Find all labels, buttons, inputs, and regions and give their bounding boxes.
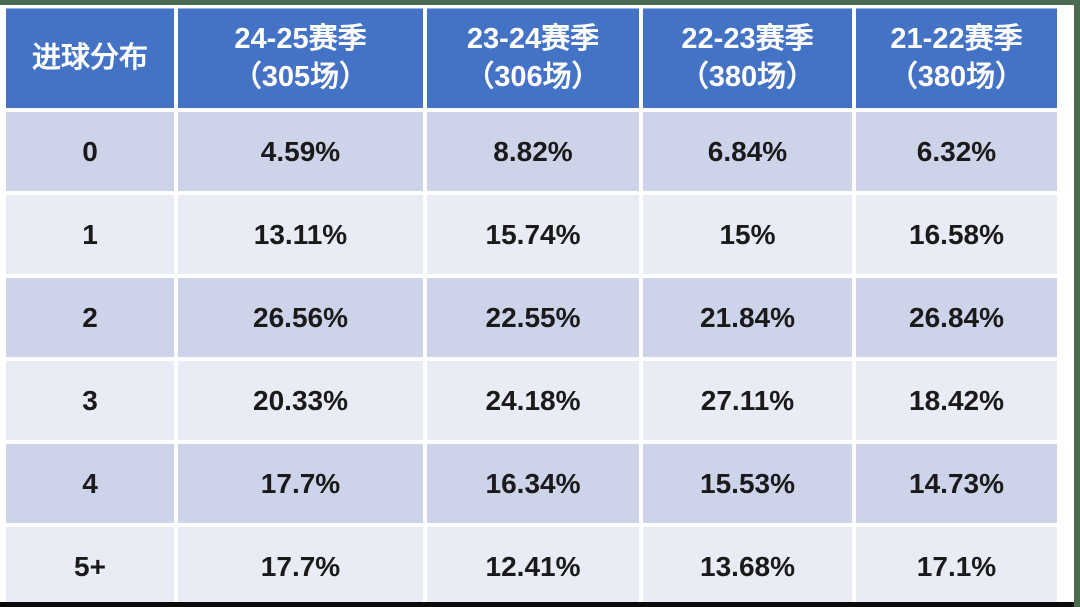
- match-count: （380场）: [888, 60, 1025, 93]
- season-label: 23-24赛季: [466, 23, 600, 56]
- cell-value: 15%: [643, 195, 852, 274]
- header-cell-season-21-22: 21-22赛季 （380场）: [856, 8, 1057, 108]
- cell-value: 17.7%: [178, 527, 423, 606]
- cell-value: 8.82%: [427, 112, 639, 191]
- header-cell-season-23-24: 23-24赛季 （306场）: [427, 8, 639, 108]
- cell-value: 22.55%: [427, 278, 639, 357]
- cell-value: 27.11%: [643, 361, 852, 440]
- cell-value: 26.84%: [856, 278, 1057, 357]
- season-label: 22-23赛季: [681, 23, 814, 56]
- goal-distribution-table: 进球分布 24-25赛季 （305场） 23-24赛季 （306场） 22-23…: [6, 8, 1057, 606]
- cell-value: 17.1%: [856, 527, 1057, 606]
- header-cell-season-24-25: 24-25赛季 （305场）: [178, 8, 423, 108]
- cell-value: 14.73%: [856, 444, 1057, 523]
- page-edge-bottom: [0, 602, 1074, 607]
- header-cell-goal-distribution: 进球分布: [6, 8, 174, 108]
- row-label: 4: [6, 444, 174, 523]
- header-cell-season-22-23: 22-23赛季 （380场）: [643, 8, 852, 108]
- cell-value: 15.74%: [427, 195, 639, 274]
- cell-value: 24.18%: [427, 361, 639, 440]
- row-label: 1: [6, 195, 174, 274]
- cell-value: 15.53%: [643, 444, 852, 523]
- cell-value: 12.41%: [427, 527, 639, 606]
- cell-value: 13.68%: [643, 527, 852, 606]
- cell-value: 17.7%: [178, 444, 423, 523]
- cell-value: 26.56%: [178, 278, 423, 357]
- table-grid: 进球分布 24-25赛季 （305场） 23-24赛季 （306场） 22-23…: [6, 8, 1057, 606]
- match-count: （305场）: [232, 60, 369, 93]
- match-count: （380场）: [679, 60, 816, 93]
- cell-value: 18.42%: [856, 361, 1057, 440]
- row-label: 2: [6, 278, 174, 357]
- season-label: 21-22赛季: [890, 23, 1023, 56]
- cell-value: 21.84%: [643, 278, 852, 357]
- cell-value: 6.32%: [856, 112, 1057, 191]
- cell-value: 4.59%: [178, 112, 423, 191]
- page-edge-top: [0, 0, 1080, 5]
- row-label: 5+: [6, 527, 174, 606]
- cell-value: 6.84%: [643, 112, 852, 191]
- cell-value: 16.58%: [856, 195, 1057, 274]
- page-edge-right: [1074, 0, 1080, 607]
- cell-value: 16.34%: [427, 444, 639, 523]
- row-label: 3: [6, 361, 174, 440]
- cell-value: 13.11%: [178, 195, 423, 274]
- match-count: （306场）: [465, 60, 601, 93]
- cell-value: 20.33%: [178, 361, 423, 440]
- corner-title: 进球分布: [31, 41, 148, 74]
- row-label: 0: [6, 112, 174, 191]
- season-label: 24-25赛季: [234, 23, 367, 56]
